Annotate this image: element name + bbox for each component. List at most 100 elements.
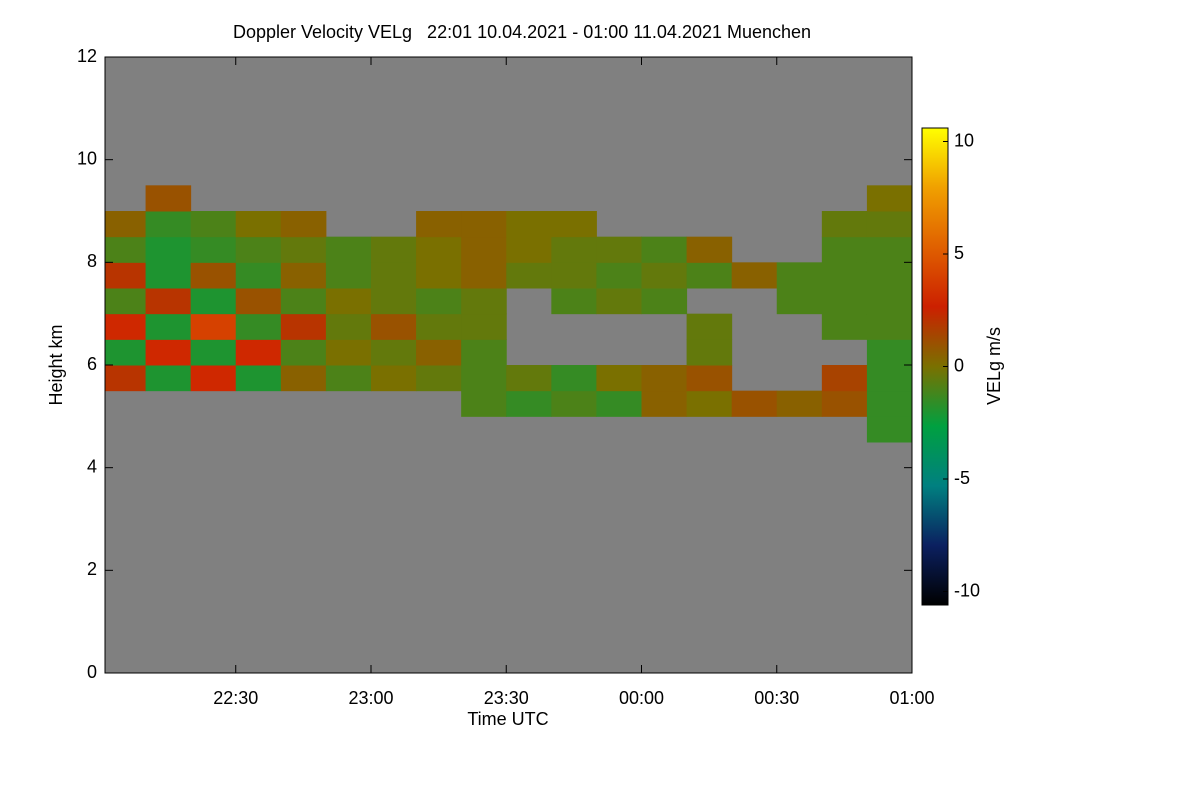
heatmap-cell <box>145 185 192 212</box>
heatmap-cell <box>145 288 192 315</box>
heatmap-cell <box>235 313 282 340</box>
heatmap-cell <box>370 313 417 340</box>
heatmap-cell <box>280 288 327 315</box>
heatmap-cell <box>190 211 237 238</box>
x-axis-label: Time UTC <box>467 709 548 729</box>
y-tick-label: 10 <box>77 148 97 168</box>
heatmap-cell <box>370 262 417 289</box>
heatmap-cell <box>596 236 642 263</box>
heatmap-cell <box>641 390 688 417</box>
y-tick-label: 6 <box>87 354 97 374</box>
heatmap-cell <box>461 211 507 238</box>
y-tick-label: 4 <box>87 456 97 476</box>
heatmap-cell <box>776 262 823 289</box>
heatmap-cell <box>461 365 507 392</box>
heatmap-cell <box>596 288 642 315</box>
heatmap-cell <box>325 236 372 263</box>
heatmap-cell <box>280 236 327 263</box>
x-tick-label: 00:30 <box>754 688 799 708</box>
heatmap-cell <box>280 211 327 238</box>
heatmap-cell <box>641 236 688 263</box>
heatmap-cell <box>190 262 237 289</box>
y-tick-label: 8 <box>87 251 97 271</box>
heatmap-cell <box>416 365 462 392</box>
heatmap-cell <box>866 262 913 289</box>
heatmap-cell <box>190 313 237 340</box>
heatmap-cell <box>866 211 913 238</box>
heatmap-cell <box>105 211 147 238</box>
heatmap-cell <box>461 236 507 263</box>
heatmap-cell <box>821 313 868 340</box>
heatmap-cell <box>686 313 733 340</box>
heatmap-cell <box>145 211 192 238</box>
heatmap-cell <box>235 365 282 392</box>
heatmap-cell <box>641 365 688 392</box>
heatmap-cell <box>190 339 237 366</box>
heatmap-cell <box>731 390 778 417</box>
y-tick-label: 12 <box>77 46 97 66</box>
heatmap-cell <box>866 185 913 212</box>
heatmap-cell <box>145 262 192 289</box>
heatmap-cell <box>370 236 417 263</box>
heatmap-cell <box>416 288 462 315</box>
heatmap-cell <box>866 288 913 315</box>
heatmap-cell <box>235 288 282 315</box>
heatmap-cell <box>235 339 282 366</box>
heatmap-cell <box>686 390 733 417</box>
x-tick-label: 01:00 <box>889 688 934 708</box>
heatmap-cell <box>145 365 192 392</box>
heatmap-cell <box>776 390 823 417</box>
heatmap-cell <box>105 313 147 340</box>
heatmap-cell <box>641 262 688 289</box>
heatmap-cell <box>145 339 192 366</box>
heatmap-cell <box>551 262 597 289</box>
heatmap-cell <box>370 288 417 315</box>
heatmap-cell <box>596 390 642 417</box>
heatmap-cell <box>461 288 507 315</box>
heatmap-cell <box>551 236 597 263</box>
colorbar-tick-label: -5 <box>954 468 970 488</box>
heatmap-cell <box>641 288 688 315</box>
heatmap-cell <box>596 365 642 392</box>
heatmap-cell <box>325 365 372 392</box>
heatmap-cell <box>145 313 192 340</box>
chart-title: Doppler Velocity VELg 22:01 10.04.2021 -… <box>233 22 811 42</box>
heatmap-cell <box>461 313 507 340</box>
colorbar-tick-label: 10 <box>954 130 974 150</box>
heatmap-cell <box>416 262 462 289</box>
heatmap-cell <box>821 236 868 263</box>
heatmap-cell <box>145 236 192 263</box>
heatmap-cell <box>551 390 597 417</box>
heatmap-cell <box>821 365 868 392</box>
heatmap-cell <box>461 262 507 289</box>
heatmap-cell <box>235 236 282 263</box>
heatmap-cell <box>370 365 417 392</box>
heatmap-cell <box>866 416 913 443</box>
heatmap-cell <box>506 211 552 238</box>
heatmap-cell <box>105 339 147 366</box>
heatmap-cell <box>866 236 913 263</box>
heatmap-cell <box>370 339 417 366</box>
heatmap-cell <box>416 211 462 238</box>
heatmap-cell <box>190 236 237 263</box>
heatmap-cell <box>731 262 778 289</box>
heatmap-cell <box>325 313 372 340</box>
heatmap-cell <box>235 262 282 289</box>
x-tick-label: 23:00 <box>348 688 393 708</box>
heatmap-cell <box>686 339 733 366</box>
heatmap-cell <box>105 365 147 392</box>
heatmap-cell <box>190 288 237 315</box>
heatmap-cell <box>551 288 597 315</box>
heatmap-cell <box>190 365 237 392</box>
heatmap-cell <box>325 339 372 366</box>
heatmap-cell <box>776 288 823 315</box>
colorbar-tick-label: 0 <box>954 355 964 375</box>
heatmap-cell <box>280 365 327 392</box>
x-tick-label: 00:00 <box>619 688 664 708</box>
heatmap-cell <box>280 262 327 289</box>
heatmap-cell <box>866 313 913 340</box>
heatmap-cell <box>866 365 913 392</box>
colorbar-label: VELg m/s <box>984 327 1004 405</box>
heatmap-cell <box>506 236 552 263</box>
